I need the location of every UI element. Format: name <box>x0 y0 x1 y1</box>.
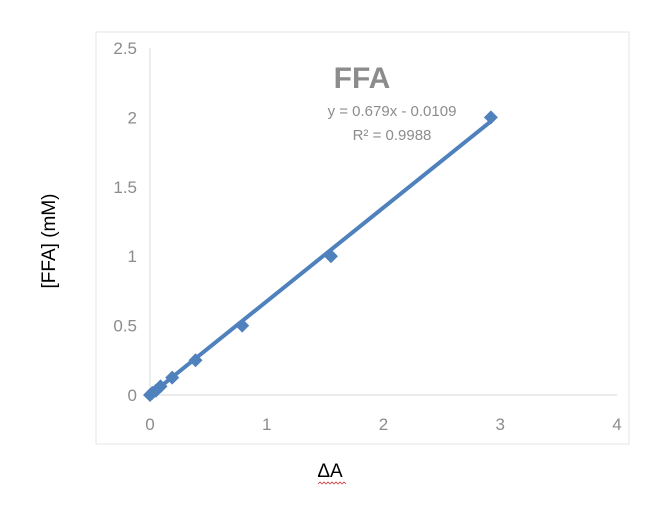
chart-title: FFA <box>334 62 391 95</box>
y-tick-label: 2.5 <box>113 39 137 58</box>
data-points <box>143 110 498 402</box>
y-tick-labels: 0 0.5 1 1.5 2 2.5 <box>113 39 137 405</box>
chart-border <box>95 31 630 445</box>
x-tick-label: 0 <box>145 415 154 434</box>
y-axis-title: [FFA] (mM) <box>39 194 60 289</box>
data-point-marker <box>153 379 168 394</box>
x-tick-label: 4 <box>612 415 621 434</box>
x-tick-label: 2 <box>379 415 388 434</box>
y-tick-label: 1.5 <box>113 178 137 197</box>
data-point-marker <box>323 249 338 264</box>
x-axis-title: ΔA <box>317 461 343 482</box>
x-tick-label: 1 <box>262 415 271 434</box>
data-point-marker <box>165 370 180 385</box>
y-tick-label: 2 <box>128 108 137 127</box>
y-tick-label: 1 <box>128 247 137 266</box>
trendline-r-squared: R² = 0.9988 <box>353 127 432 144</box>
y-tick-label: 0.5 <box>113 317 137 336</box>
data-point-marker <box>483 110 498 125</box>
trendline-equation: y = 0.679x - 0.0109 <box>328 103 457 120</box>
x-tick-label: 3 <box>496 415 505 434</box>
x-tick-labels: 0 1 2 3 4 <box>145 415 621 434</box>
y-tick-label: 0 <box>128 386 137 405</box>
data-point-marker <box>188 353 203 368</box>
x-axis-title-spellcheck-underline <box>317 481 347 485</box>
trendline <box>148 119 493 397</box>
trendline-group <box>148 119 493 397</box>
data-point-marker <box>235 318 250 333</box>
